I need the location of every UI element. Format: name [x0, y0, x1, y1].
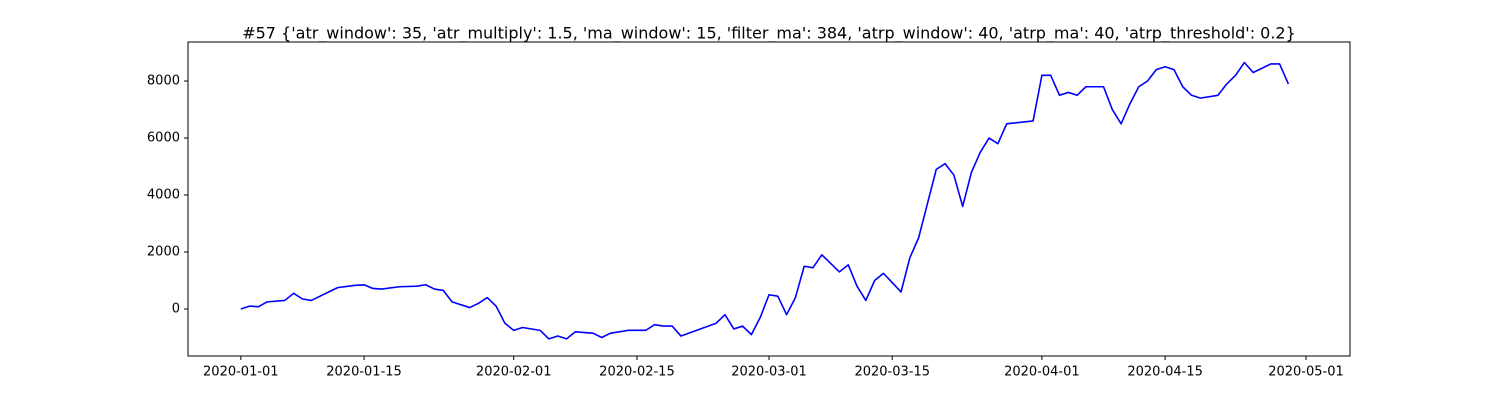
x-tick-label: 2020-01-01: [203, 365, 279, 380]
x-tick-label: 2020-01-15: [326, 365, 402, 380]
x-tick-label: 2020-03-15: [854, 365, 930, 380]
x-tick-label: 2020-03-01: [731, 365, 807, 380]
y-tick-label: 8000: [147, 74, 180, 89]
y-tick-label: 4000: [147, 188, 180, 203]
x-tick-label: 2020-02-01: [476, 365, 552, 380]
y-tick-label: 2000: [147, 244, 180, 259]
data-line: [240, 61, 1290, 340]
x-tick-label: 2020-04-15: [1127, 365, 1203, 380]
x-tick-label: 2020-02-15: [599, 365, 675, 380]
x-tick-label: 2020-04-01: [1004, 365, 1080, 380]
y-tick-label: 6000: [147, 131, 180, 146]
chart-title: #57 {'atr_window': 35, 'atr_multiply': 1…: [242, 24, 1296, 44]
x-tick-label: 2020-05-01: [1268, 365, 1344, 380]
plot-frame: [187, 41, 1351, 357]
y-tick-label: 0: [172, 301, 180, 316]
